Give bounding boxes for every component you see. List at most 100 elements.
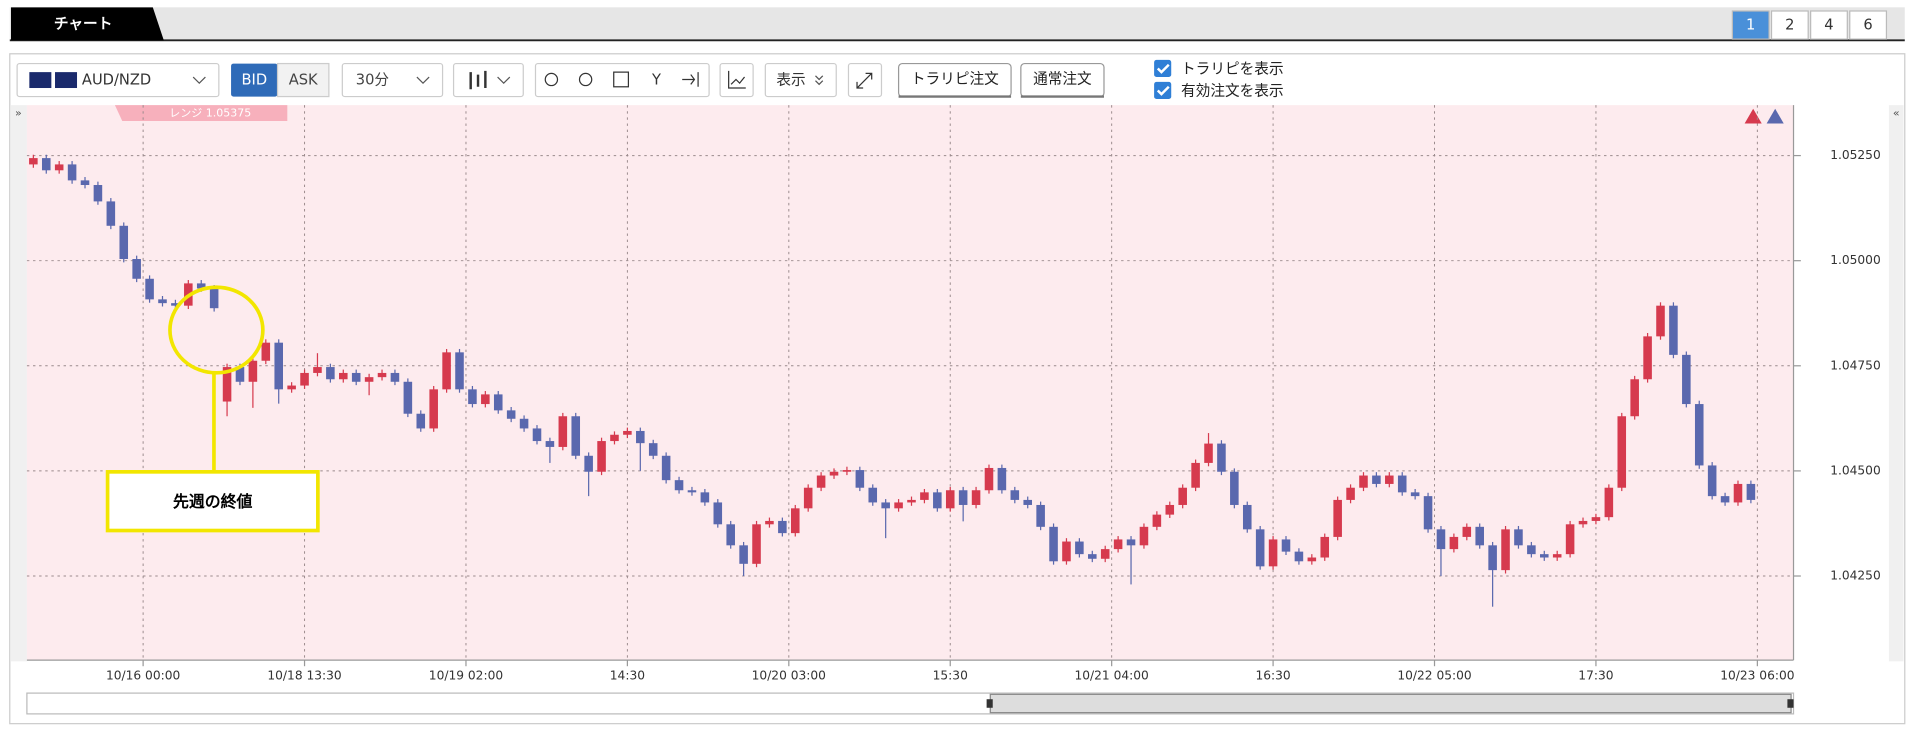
candle-body <box>687 490 697 493</box>
candle-body <box>648 443 658 456</box>
candle-body <box>80 180 90 186</box>
candle-body <box>610 434 619 442</box>
symbol-select[interactable] <box>16 62 220 98</box>
collapse-icon[interactable]: « <box>1893 107 1900 120</box>
candle-body <box>1540 554 1549 558</box>
candle-body <box>1372 475 1381 484</box>
end-icon[interactable] <box>682 72 699 87</box>
checkbox[interactable] <box>1154 81 1172 100</box>
checkbox[interactable] <box>1154 59 1172 78</box>
scroll-thumb[interactable] <box>989 693 1792 714</box>
candle-body <box>1617 416 1627 488</box>
zoom-out-icon[interactable] <box>578 72 593 87</box>
candle-body <box>881 502 890 509</box>
lock-icon[interactable]: Y <box>651 72 661 89</box>
candle-body <box>1294 551 1304 562</box>
x-tick-label: 10/20 03:00 <box>752 668 826 682</box>
candle-body <box>274 342 283 390</box>
page-button[interactable] <box>1731 10 1770 40</box>
candle-body <box>868 487 878 503</box>
y-tick-label: 1.05000 <box>1830 253 1881 267</box>
chart-type-select[interactable] <box>452 62 524 98</box>
candle-body <box>1423 496 1433 530</box>
collapse-icon[interactable]: » <box>15 107 22 120</box>
candle-body <box>829 471 839 476</box>
plot-area <box>26 105 1794 661</box>
candle-body <box>532 428 542 442</box>
candle-body <box>1733 483 1743 503</box>
candle-body <box>958 490 968 505</box>
candle-body <box>674 480 684 491</box>
candle-body <box>300 372 309 386</box>
candle-body <box>816 475 826 488</box>
candle-body <box>558 416 568 447</box>
scroll-handle[interactable] <box>986 699 993 708</box>
page-button[interactable] <box>1810 10 1848 40</box>
candle-body <box>145 278 154 300</box>
candle-body <box>907 499 916 503</box>
candle-body <box>790 508 800 534</box>
y-tick-label: 1.04750 <box>1830 358 1881 372</box>
tab[interactable] <box>11 7 164 41</box>
annotation-circle <box>168 285 265 375</box>
candle-body <box>364 377 374 382</box>
scroll-handle[interactable] <box>1787 699 1794 708</box>
candle-body <box>842 470 852 472</box>
zoom-tools[interactable] <box>534 62 710 98</box>
candle-body <box>1217 443 1226 472</box>
marker-down <box>1766 108 1784 124</box>
chart-panel <box>9 53 1906 725</box>
candle-body <box>1255 529 1265 567</box>
chevron <box>497 76 511 84</box>
candle-body <box>945 490 955 509</box>
candle-body <box>93 185 103 202</box>
candle-body <box>132 259 141 279</box>
annotation-box <box>105 470 320 533</box>
candle-body <box>171 303 180 306</box>
flag-au <box>29 72 52 89</box>
candle-body <box>1397 475 1407 493</box>
candle-body <box>1552 554 1562 558</box>
candle-body <box>1191 462 1200 488</box>
bid-button[interactable] <box>231 63 278 97</box>
candle-body <box>119 225 129 260</box>
fit-icon[interactable] <box>613 71 630 88</box>
candle-body <box>261 342 271 361</box>
candle-body <box>1707 465 1717 497</box>
x-tick-label: 10/19 02:00 <box>429 668 503 682</box>
range-label: レンジ 1.05375 <box>169 107 251 120</box>
candle-body <box>920 492 929 500</box>
candle-body <box>726 524 735 546</box>
ask-button[interactable] <box>276 62 330 98</box>
page-button[interactable] <box>1770 10 1809 40</box>
candle-body <box>1643 336 1652 380</box>
candle-body <box>803 487 813 509</box>
candle-body <box>41 158 51 171</box>
timeframe-select[interactable] <box>341 62 444 98</box>
candle-body <box>429 389 438 429</box>
display-button[interactable] <box>764 62 837 98</box>
candle-body <box>1410 492 1420 497</box>
candle-body <box>351 372 361 382</box>
candle-body <box>248 360 258 382</box>
check-mark <box>1156 63 1170 74</box>
page-label: 6 <box>1863 17 1872 34</box>
candle-body <box>455 352 464 390</box>
candle-body <box>1242 504 1252 530</box>
y-tick-label: 1.05250 <box>1830 148 1881 162</box>
candle-body <box>1333 499 1342 537</box>
candle-body <box>209 288 219 309</box>
candle-body <box>403 381 413 414</box>
x-tick-label: 10/16 00:00 <box>106 668 180 682</box>
candle-body <box>1049 526 1058 562</box>
candle-body <box>1100 549 1110 559</box>
candle-body <box>1527 545 1536 555</box>
candle-body <box>700 492 710 503</box>
candle-body <box>661 455 671 481</box>
candle-body <box>855 470 865 488</box>
candle-body <box>196 283 206 289</box>
page-button[interactable] <box>1849 10 1888 40</box>
candle-body <box>29 158 38 165</box>
zoom-in-icon[interactable] <box>544 72 559 87</box>
chevron <box>815 75 824 86</box>
